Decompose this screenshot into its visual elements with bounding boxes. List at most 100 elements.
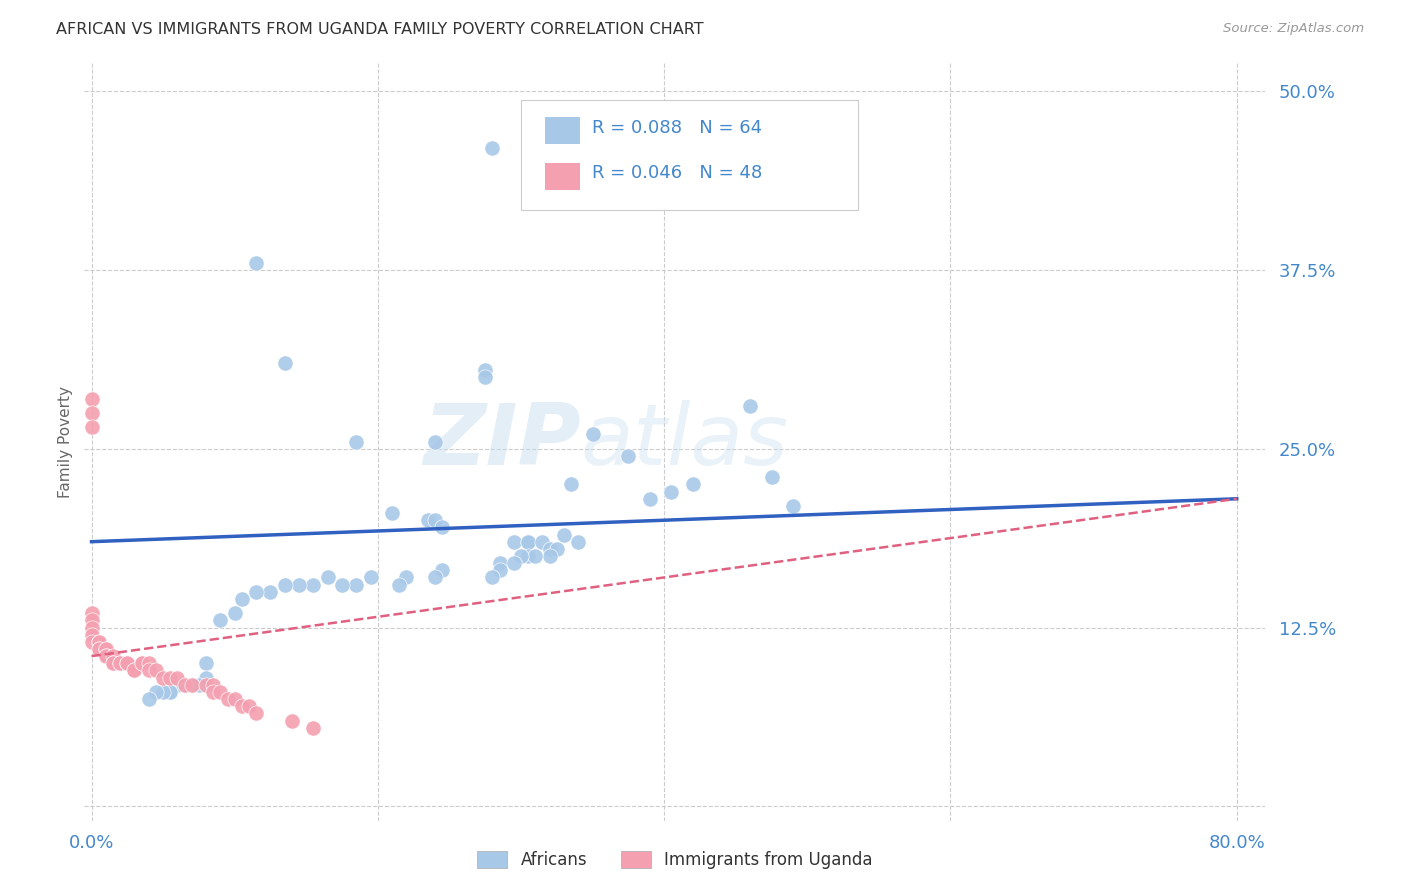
- Point: [124, 664, 146, 678]
- Point: [80, 392, 103, 406]
- Point: [388, 577, 411, 591]
- Point: [581, 427, 603, 442]
- Point: [152, 685, 174, 699]
- Point: [502, 556, 524, 570]
- Point: [87, 635, 110, 649]
- Point: [138, 664, 160, 678]
- Point: [224, 692, 246, 706]
- Point: [195, 671, 218, 685]
- Point: [531, 534, 554, 549]
- Point: [432, 563, 454, 577]
- Point: [538, 549, 561, 563]
- Point: [517, 549, 540, 563]
- Point: [108, 657, 131, 671]
- Point: [202, 678, 225, 692]
- Point: [259, 584, 281, 599]
- Point: [166, 678, 188, 692]
- Point: [330, 577, 353, 591]
- Point: [209, 685, 232, 699]
- Point: [87, 635, 110, 649]
- Point: [80, 406, 103, 420]
- Point: [80, 420, 103, 434]
- Point: [80, 635, 103, 649]
- Y-axis label: Family Poverty: Family Poverty: [58, 385, 73, 498]
- Point: [180, 678, 202, 692]
- Point: [159, 685, 181, 699]
- Point: [560, 477, 582, 491]
- Point: [416, 513, 439, 527]
- Point: [87, 642, 110, 657]
- Bar: [546, 162, 581, 190]
- Point: [124, 664, 146, 678]
- Point: [517, 534, 540, 549]
- Point: [187, 678, 209, 692]
- Point: [682, 477, 704, 491]
- Point: [423, 434, 446, 449]
- Point: [101, 649, 124, 664]
- Point: [245, 706, 267, 721]
- Text: R = 0.088   N = 64: R = 0.088 N = 64: [592, 119, 762, 136]
- Point: [159, 685, 181, 699]
- Point: [538, 541, 561, 556]
- Point: [488, 563, 510, 577]
- Point: [381, 506, 404, 520]
- Text: R = 0.046   N = 48: R = 0.046 N = 48: [592, 164, 762, 182]
- Point: [423, 570, 446, 584]
- Text: ZIP: ZIP: [423, 400, 581, 483]
- Point: [553, 527, 575, 541]
- Point: [159, 671, 181, 685]
- Point: [145, 664, 167, 678]
- Point: [173, 678, 195, 692]
- Point: [173, 678, 195, 692]
- Point: [761, 470, 783, 484]
- Point: [231, 591, 253, 606]
- Point: [152, 671, 174, 685]
- Point: [274, 577, 297, 591]
- Point: [344, 577, 367, 591]
- Point: [94, 642, 117, 657]
- Point: [281, 714, 304, 728]
- Point: [617, 449, 640, 463]
- Point: [245, 256, 267, 270]
- Point: [546, 541, 568, 556]
- FancyBboxPatch shape: [522, 100, 858, 211]
- Point: [87, 642, 110, 657]
- Text: AFRICAN VS IMMIGRANTS FROM UGANDA FAMILY POVERTY CORRELATION CHART: AFRICAN VS IMMIGRANTS FROM UGANDA FAMILY…: [56, 22, 704, 37]
- Point: [195, 657, 218, 671]
- Point: [344, 434, 367, 449]
- Point: [217, 692, 239, 706]
- Point: [517, 534, 540, 549]
- Point: [117, 657, 139, 671]
- Point: [131, 657, 153, 671]
- Point: [131, 657, 153, 671]
- Point: [738, 399, 761, 413]
- Point: [423, 513, 446, 527]
- Point: [80, 628, 103, 642]
- Point: [202, 685, 225, 699]
- Point: [80, 620, 103, 634]
- Point: [224, 606, 246, 620]
- Point: [108, 657, 131, 671]
- Point: [395, 570, 418, 584]
- Point: [481, 141, 503, 155]
- Point: [474, 363, 496, 377]
- Point: [173, 678, 195, 692]
- Point: [94, 649, 117, 664]
- Point: [302, 721, 325, 735]
- Point: [138, 657, 160, 671]
- Point: [360, 570, 382, 584]
- Point: [659, 484, 682, 499]
- Point: [567, 534, 589, 549]
- Point: [302, 577, 325, 591]
- Point: [274, 356, 297, 370]
- Point: [474, 370, 496, 384]
- Text: Source: ZipAtlas.com: Source: ZipAtlas.com: [1223, 22, 1364, 36]
- Point: [510, 549, 533, 563]
- Point: [782, 499, 804, 513]
- Point: [101, 657, 124, 671]
- Point: [87, 635, 110, 649]
- Point: [238, 699, 260, 714]
- Point: [80, 606, 103, 620]
- Point: [502, 534, 524, 549]
- Point: [180, 678, 202, 692]
